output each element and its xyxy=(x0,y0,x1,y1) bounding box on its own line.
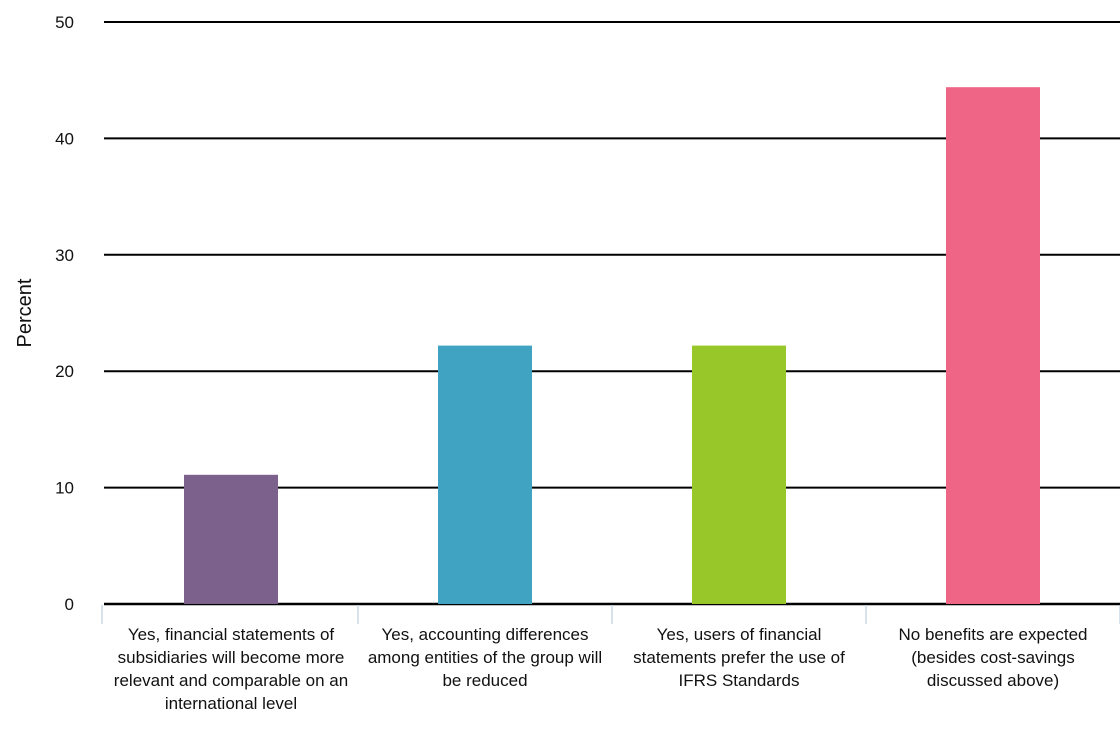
y-tick-label: 40 xyxy=(55,129,74,148)
bar-3 xyxy=(692,345,786,604)
x-category-label: Yes, users of financial statements prefe… xyxy=(633,625,845,690)
y-tick-label: 20 xyxy=(55,362,74,381)
bar-4 xyxy=(946,87,1040,604)
y-axis-ticks: 0 10 20 30 40 50 xyxy=(55,13,74,614)
y-tick-label: 30 xyxy=(55,246,74,265)
y-tick-label: 10 xyxy=(55,479,74,498)
x-axis xyxy=(101,605,1120,624)
x-category-label: No benefits are expected (besides cost-s… xyxy=(898,625,1088,690)
x-category-label: Yes, financial statements of subsidiarie… xyxy=(113,625,349,713)
x-category-label: Yes, accounting differences among entiti… xyxy=(367,625,603,690)
y-tick-label: 50 xyxy=(55,13,74,32)
bar-2 xyxy=(438,345,532,604)
bar-1 xyxy=(184,474,278,604)
bars xyxy=(184,87,1040,604)
y-axis-label: Percent xyxy=(14,278,36,347)
y-tick-label: 0 xyxy=(65,595,74,614)
